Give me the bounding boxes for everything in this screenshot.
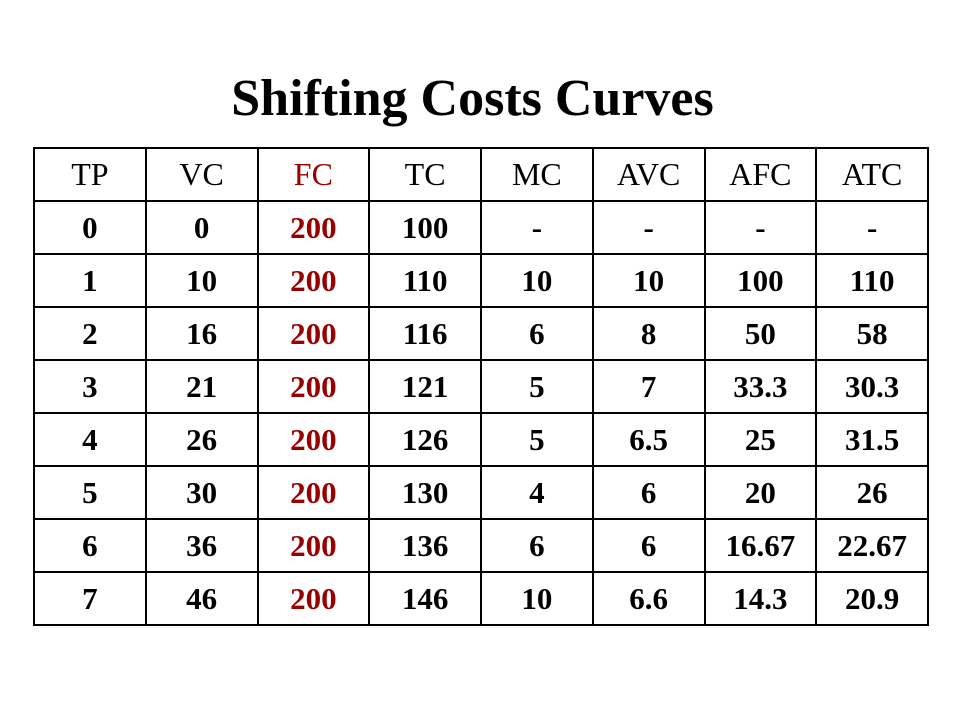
cell-tc: 126 (368, 412, 482, 467)
column-header-tc: TC (368, 147, 482, 202)
cell-atc: 20.9 (815, 571, 929, 626)
column-header-tp: TP (33, 147, 147, 202)
cell-tc: 121 (368, 359, 482, 414)
cell-vc: 10 (144, 253, 259, 308)
header-row: TP VC FC TC MC AVC AFC ATC (33, 147, 929, 202)
cell-fc: 200 (256, 412, 371, 467)
cell-atc: 22.67 (815, 518, 929, 573)
cell-fc: 200 (256, 253, 371, 308)
cost-table-body: 0 0 200 100- - - -1 10 200 110 10 10 100 110 2 16 200 116… (33, 200, 929, 626)
cell-tp: 3 (33, 359, 147, 414)
cell-afc: 25 (703, 412, 818, 467)
cell-tc: 100 (368, 200, 482, 255)
table-row: 0 0 200 100- - - - (33, 200, 929, 255)
cell-avc: - (591, 200, 706, 255)
cell-afc: 50 (703, 306, 818, 361)
cell-fc: 200 (256, 518, 371, 573)
cell-tp: 4 (33, 412, 147, 467)
cell-fc: 200 (256, 200, 371, 255)
column-header-afc: AFC (703, 147, 818, 202)
cell-atc: 110 (815, 253, 929, 308)
cell-mc: 6 (480, 306, 594, 361)
cell-mc: 4 (480, 465, 594, 520)
cell-tc: 146 (368, 571, 482, 626)
table-row: 3 21 200 121 5 7 33.3 30.3 (33, 359, 929, 414)
cell-afc: 33.3 (703, 359, 818, 414)
cell-fc: 200 (256, 306, 371, 361)
cell-avc: 6.6 (591, 571, 706, 626)
cell-mc: - (480, 200, 594, 255)
cell-vc: 30 (144, 465, 259, 520)
table-row: 5 30 200 130 4 6 20 26 (33, 465, 929, 520)
table-row: 2 16 200 116 6 8 50 58 (33, 306, 929, 361)
cell-mc: 6 (480, 518, 594, 573)
cell-tp: 5 (33, 465, 147, 520)
cell-tp: 1 (33, 253, 147, 308)
column-header-vc: VC (144, 147, 259, 202)
column-header-mc: MC (480, 147, 594, 202)
cell-mc: 5 (480, 412, 594, 467)
cell-fc: 200 (256, 465, 371, 520)
cell-fc: 200 (256, 359, 371, 414)
cell-tc: 110 (368, 253, 482, 308)
cell-afc: 20 (703, 465, 818, 520)
cell-tp: 7 (33, 571, 147, 626)
column-header-avc: AVC (591, 147, 706, 202)
cell-avc: 10 (591, 253, 706, 308)
cell-atc: 30.3 (815, 359, 929, 414)
cost-table: TP VC FC TC MC AVC AFC ATC 0 0 200 100- - - -1… (33, 147, 929, 626)
cell-avc: 7 (591, 359, 706, 414)
cell-vc: 21 (144, 359, 259, 414)
table-row: 1 10 200 110 10 10 100 110 (33, 253, 929, 308)
column-header-fc: FC (256, 147, 371, 202)
cell-avc: 6.5 (591, 412, 706, 467)
cell-avc: 8 (591, 306, 706, 361)
cell-mc: 10 (480, 253, 594, 308)
cell-tp: 2 (33, 306, 147, 361)
cell-vc: 0 (144, 200, 259, 255)
page-title: Shifting Costs Curves (231, 69, 714, 127)
cell-atc: 58 (815, 306, 929, 361)
cell-fc: 200 (256, 571, 371, 626)
cell-tc: 116 (368, 306, 482, 361)
cell-avc: 6 (591, 518, 706, 573)
cost-table-header: TP VC FC TC MC AVC AFC ATC (33, 147, 929, 202)
cell-mc: 10 (480, 571, 594, 626)
cell-afc: 14.3 (703, 571, 818, 626)
cell-atc: 31.5 (815, 412, 929, 467)
cell-afc: - (703, 200, 818, 255)
cell-avc: 6 (591, 465, 706, 520)
cell-tc: 130 (368, 465, 482, 520)
cell-mc: 5 (480, 359, 594, 414)
table-row: 6 36 200 136 6 6 16.67 22.67 (33, 518, 929, 573)
cell-afc: 16.67 (703, 518, 818, 573)
cell-vc: 46 (144, 571, 259, 626)
cell-vc: 16 (144, 306, 259, 361)
cell-tp: 0 (33, 200, 147, 255)
cell-tp: 6 (33, 518, 147, 573)
cell-vc: 36 (144, 518, 259, 573)
table-row: 4 26 200 126 5 6.5 25 31.5 (33, 412, 929, 467)
table-row: 7 46 200 146 10 6.6 14.3 20.9 (33, 571, 929, 626)
cell-atc: 26 (815, 465, 929, 520)
cell-afc: 100 (703, 253, 818, 308)
cell-atc: - (815, 200, 929, 255)
cell-vc: 26 (144, 412, 259, 467)
column-header-atc: ATC (815, 147, 929, 202)
cell-tc: 136 (368, 518, 482, 573)
